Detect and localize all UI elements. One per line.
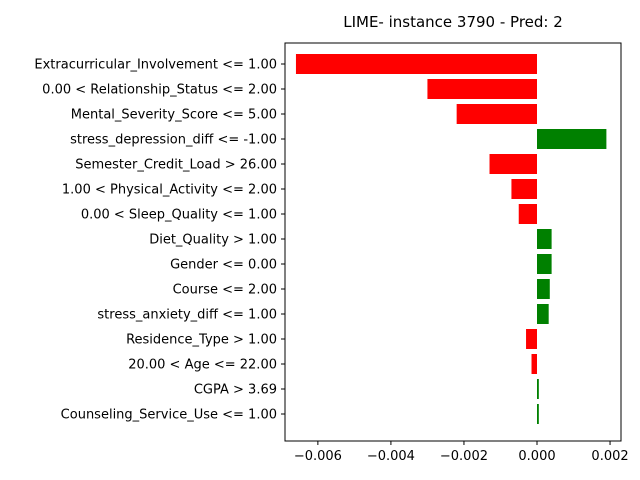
bar bbox=[427, 79, 537, 99]
x-tick-label: −0.006 bbox=[294, 449, 342, 464]
bar bbox=[456, 104, 537, 124]
y-tick-label: 0.00 < Sleep_Quality <= 1.00 bbox=[81, 208, 277, 223]
y-tick-label: Gender <= 0.00 bbox=[170, 258, 277, 273]
y-tick-label: stress_depression_diff <= -1.00 bbox=[70, 133, 277, 148]
bar bbox=[518, 204, 537, 224]
bars-group bbox=[295, 54, 607, 424]
y-tick-labels: Extracurricular_Involvement <= 1.00 0.00 … bbox=[34, 58, 285, 423]
bar bbox=[537, 279, 550, 299]
y-tick-label: Counseling_Service_Use <= 1.00 bbox=[61, 408, 277, 423]
y-tick-label: 1.00 < Physical_Activity <= 2.00 bbox=[62, 183, 277, 198]
bar bbox=[537, 404, 539, 424]
bar bbox=[537, 229, 552, 249]
bar bbox=[537, 379, 539, 399]
y-tick-label: Extracurricular_Involvement <= 1.00 bbox=[34, 58, 277, 73]
x-tick-label: 0.000 bbox=[518, 449, 555, 464]
bar bbox=[489, 154, 537, 174]
y-tick-label: Mental_Severity_Score <= 5.00 bbox=[71, 108, 277, 123]
y-tick-label: Course <= 2.00 bbox=[173, 283, 277, 298]
y-tick-label: stress_anxiety_diff <= 1.00 bbox=[97, 308, 277, 323]
y-tick-label: 0.00 < Relationship_Status <= 2.00 bbox=[42, 83, 277, 98]
x-ticks: −0.006 −0.004 −0.002 0.000 0.002 bbox=[294, 441, 629, 464]
x-tick-label: 0.002 bbox=[591, 449, 628, 464]
bar bbox=[537, 304, 549, 324]
plot-frame bbox=[284, 42, 622, 442]
bar bbox=[531, 354, 537, 374]
bar bbox=[537, 254, 552, 274]
y-tick-label: Residence_Type > 1.00 bbox=[126, 333, 277, 348]
bar bbox=[511, 179, 537, 199]
x-tick-label: −0.002 bbox=[440, 449, 488, 464]
y-tick-label: CGPA > 3.69 bbox=[194, 383, 277, 398]
bar bbox=[526, 329, 537, 349]
chart-title: LIME- instance 3790 - Pred: 2 bbox=[343, 13, 563, 31]
x-tick-label: −0.004 bbox=[367, 449, 415, 464]
y-tick-label: Diet_Quality > 1.00 bbox=[149, 233, 277, 248]
bar bbox=[295, 54, 537, 74]
bar bbox=[537, 129, 607, 149]
y-tick-label: Semester_Credit_Load > 26.00 bbox=[75, 158, 277, 173]
y-tick-label: 20.00 < Age <= 22.00 bbox=[128, 358, 277, 373]
